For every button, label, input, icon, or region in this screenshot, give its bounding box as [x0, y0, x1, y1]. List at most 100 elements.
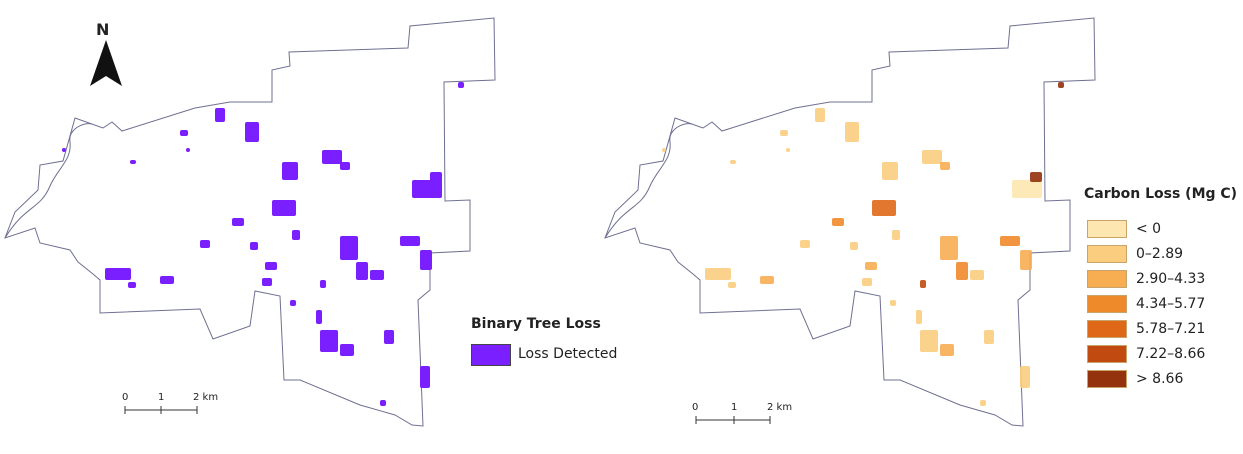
carbon-patch	[1012, 180, 1042, 198]
scale-tick-1: 1	[158, 392, 165, 403]
right-map-canvas	[604, 17, 1096, 427]
loss-patch	[356, 262, 368, 280]
carbon-class-label-0: < 0	[1136, 221, 1162, 237]
carbon-class-label-6: > 8.66	[1136, 371, 1184, 387]
carbon-patch	[940, 162, 950, 170]
carbon-patch	[980, 400, 986, 406]
carbon-patch	[920, 330, 938, 352]
carbon-patch	[916, 310, 922, 324]
loss-patch	[232, 218, 244, 226]
carbon-class-swatch-6	[1087, 370, 1127, 388]
carbon-patch	[832, 218, 844, 226]
carbon-patches-right	[662, 82, 1064, 406]
loss-patch	[400, 236, 420, 246]
loss-patch	[272, 200, 296, 216]
carbon-class-swatch-3	[1087, 295, 1127, 313]
carbon-class-swatch-4	[1087, 320, 1127, 338]
carbon-patch	[780, 130, 788, 136]
loss-patch	[290, 300, 296, 306]
loss-patch	[340, 162, 350, 170]
carbon-patch	[728, 282, 736, 288]
loss-patch	[316, 310, 322, 324]
river-right	[604, 123, 693, 239]
loss-patch	[215, 108, 225, 122]
carbon-patch	[882, 162, 898, 180]
carbon-patch	[815, 108, 825, 122]
carbon-class-swatch-0	[1087, 220, 1127, 238]
loss-patches-left	[62, 82, 464, 406]
binary-loss-legend-title: Binary Tree Loss	[471, 316, 601, 332]
carbon-patch	[1030, 172, 1042, 182]
scale-tick-0: 0	[122, 392, 129, 403]
loss-patch	[322, 150, 342, 164]
carbon-patch	[1020, 250, 1032, 270]
carbon-class-label-5: 7.22–8.66	[1136, 346, 1206, 362]
loss-detected-label: Loss Detected	[518, 346, 618, 362]
city-boundary-left	[4, 17, 496, 427]
carbon-patch	[984, 330, 994, 344]
carbon-patch	[940, 236, 958, 260]
carbon-patch	[845, 122, 859, 142]
carbon-patch	[922, 150, 942, 164]
loss-patch	[262, 278, 272, 286]
loss-patch	[186, 148, 190, 152]
loss-patch	[292, 230, 300, 240]
carbon-patch	[1000, 236, 1020, 246]
carbon-patch	[892, 230, 900, 240]
left-map-canvas	[4, 17, 496, 427]
loss-patch	[384, 330, 394, 344]
river-left	[4, 123, 93, 239]
binary-tree-loss-map: N 0 1 2 km Binary Tree Loss Loss Detecte…	[0, 0, 620, 454]
loss-detected-swatch	[471, 344, 511, 366]
loss-patch	[420, 250, 432, 270]
loss-patch	[320, 330, 338, 352]
north-arrow-icon	[90, 40, 122, 86]
carbon-class-label-4: 5.78–7.21	[1136, 321, 1206, 337]
carbon-patch	[1058, 82, 1064, 88]
carbon-class-swatch-5	[1087, 345, 1127, 363]
carbon-patch	[800, 240, 810, 248]
carbon-patch	[872, 200, 896, 216]
loss-patch	[430, 172, 442, 182]
loss-patch	[62, 148, 66, 152]
north-label: N	[96, 20, 110, 39]
scale-tick-2: 2 km	[193, 392, 219, 403]
loss-patch	[180, 130, 188, 136]
carbon-loss-legend-title: Carbon Loss (Mg C)	[1084, 186, 1238, 202]
loss-patch	[200, 240, 210, 248]
loss-patch	[370, 270, 384, 280]
loss-patch	[130, 160, 136, 164]
scale-bar-right	[695, 416, 771, 424]
scale-tick-0-right: 0	[692, 402, 699, 413]
loss-patch	[420, 366, 430, 388]
city-boundary-right	[604, 17, 1096, 427]
carbon-patch	[920, 280, 926, 288]
carbon-patch	[890, 300, 896, 306]
loss-patch	[458, 82, 464, 88]
carbon-patch	[786, 148, 790, 152]
carbon-loss-map: 0 1 2 km Carbon Loss (Mg C) < 0 0–2.89 2.9…	[560, 0, 1243, 454]
carbon-patch	[940, 344, 954, 356]
carbon-patch	[705, 268, 731, 280]
loss-patch	[412, 180, 442, 198]
carbon-patch	[760, 276, 774, 284]
scale-tick-2-right: 2 km	[767, 402, 793, 413]
loss-patch	[245, 122, 259, 142]
loss-patch	[105, 268, 131, 280]
carbon-patch	[662, 148, 666, 152]
scale-bar-left	[124, 406, 198, 414]
carbon-class-swatch-1	[1087, 245, 1127, 263]
carbon-class-swatch-2	[1087, 270, 1127, 288]
carbon-class-label-3: 4.34–5.77	[1136, 296, 1206, 312]
loss-patch	[320, 280, 326, 288]
carbon-patch	[970, 270, 984, 280]
loss-patch	[282, 162, 298, 180]
scale-tick-1-right: 1	[731, 402, 738, 413]
carbon-patch	[865, 262, 877, 270]
carbon-class-label-2: 2.90–4.33	[1136, 271, 1206, 287]
carbon-class-label-1: 0–2.89	[1136, 246, 1184, 262]
loss-patch	[380, 400, 386, 406]
carbon-patch	[956, 262, 968, 280]
carbon-patch	[850, 242, 858, 250]
carbon-patch	[862, 278, 872, 286]
